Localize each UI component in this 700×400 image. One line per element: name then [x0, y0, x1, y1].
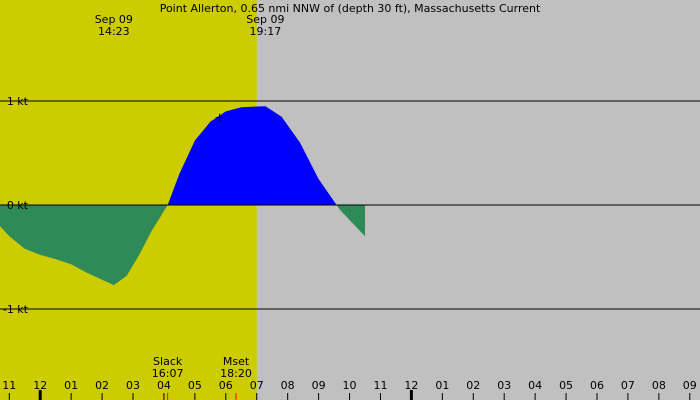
x-tick-label: 02 [466, 379, 480, 392]
x-tick-label: 03 [126, 379, 140, 392]
ebb-area [336, 205, 365, 237]
x-tick-label: 08 [652, 379, 666, 392]
x-tick-label: 04 [528, 379, 542, 392]
x-tick-label: 07 [621, 379, 635, 392]
chart-title: Point Allerton, 0.65 nmi NNW of (depth 3… [160, 2, 541, 15]
event-time-label: 16:07 [152, 367, 184, 380]
current-time-marker [215, 113, 224, 122]
x-tick-label: 06 [219, 379, 233, 392]
current-areas [0, 106, 365, 286]
ebb-area [0, 205, 168, 286]
event-name-label: Slack [153, 355, 183, 368]
event-time-label: 10:13 [0, 367, 1, 380]
x-tick-label: 05 [559, 379, 573, 392]
x-tick-label: 01 [435, 379, 449, 392]
x-tick-label: 06 [590, 379, 604, 392]
x-tick-label: 09 [683, 379, 697, 392]
x-tick-label: 12 [404, 379, 418, 392]
y-axis-labels: 1 kt 0 kt -1 kt [3, 95, 29, 316]
x-tick-label: 09 [312, 379, 326, 392]
y-tick-label: 0 kt [7, 199, 29, 212]
x-tick-label: 05 [188, 379, 202, 392]
extremum-time-label: 19:17 [250, 25, 282, 38]
x-axis-ticks: 11 12 01 02 03 04 05 06 07 08 09 10 11 12 01 02 03 04 05 06… [2, 379, 697, 400]
event-name-label: Mset [223, 355, 250, 368]
x-tick-label: 03 [497, 379, 511, 392]
flood-area [167, 106, 337, 205]
x-tick-label: 01 [64, 379, 78, 392]
event-time-label: 18:20 [220, 367, 252, 380]
event-labels: Slack04:06Mrise04:20Slack10:13Slack16:07… [0, 355, 252, 400]
x-tick-label: 04 [157, 379, 171, 392]
extremum-date-label: Sep 09 [246, 13, 284, 26]
y-tick-label: -1 kt [3, 303, 29, 316]
y-tick-label: 1 kt [7, 95, 29, 108]
extremum-time-label: 14:23 [98, 25, 130, 38]
x-tick-label: 08 [281, 379, 295, 392]
x-tick-label: 11 [2, 379, 16, 392]
x-tick-label: 12 [33, 379, 47, 392]
x-tick-label: 02 [95, 379, 109, 392]
x-tick-label: 11 [373, 379, 387, 392]
x-tick-label: 07 [250, 379, 264, 392]
x-tick-label: 10 [343, 379, 357, 392]
extremum-date-label: Sep 09 [95, 13, 133, 26]
gridlines [0, 100, 700, 310]
